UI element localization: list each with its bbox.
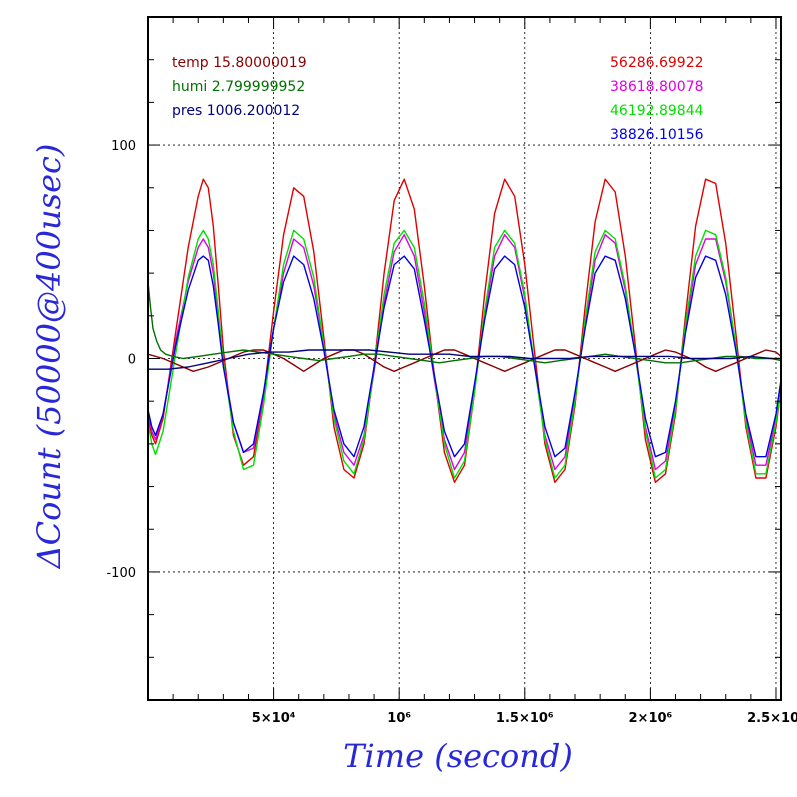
series-line-6 (147, 281, 782, 364)
y-tick-label: -100 (106, 566, 136, 581)
legend-right-entry: 38826.10156 (610, 127, 704, 143)
series-line-1 (147, 178, 782, 483)
x-tick-label: 5×10⁴ (252, 711, 296, 726)
legend-left-entry: humi 2.799999952 (172, 79, 305, 95)
legend-left-entry: pres 1006.200012 (172, 103, 300, 119)
legend-left: temp 15.80000019 humi 2.799999952 pres 100… (172, 55, 307, 119)
series-line-4 (147, 255, 782, 458)
x-axis-title: Time (second) (343, 737, 573, 775)
legend-right: 56286.69922 38618.80078 46192.89844 38826.1… (610, 55, 704, 143)
legend-right-entry: 56286.69922 (610, 55, 704, 71)
legend-right-entry: 38618.80078 (610, 79, 704, 95)
y-tick-label: 100 (111, 139, 136, 154)
x-tick-label: 10⁶ (387, 711, 411, 726)
series-line-7 (148, 349, 781, 370)
y-tick-label: 0 (128, 353, 136, 368)
tick-labels: 5×10⁴ 10⁶ 1.5×10⁶ 2×10⁶ 2.5×10⁶ 100 0 -100 (106, 139, 797, 726)
y-axis-title: ΔCount (50000@400usec) (30, 144, 68, 571)
legend-left-entry: temp 15.80000019 (172, 55, 307, 71)
x-tick-label: 1.5×10⁶ (496, 711, 554, 726)
legend-right-entry: 46192.89844 (610, 103, 704, 119)
series-group (147, 178, 782, 483)
x-tick-label: 2.5×10⁶ (747, 711, 797, 726)
series-line-5 (147, 349, 782, 372)
plot-frame (147, 16, 782, 701)
x-tick-label: 2×10⁶ (629, 711, 673, 726)
